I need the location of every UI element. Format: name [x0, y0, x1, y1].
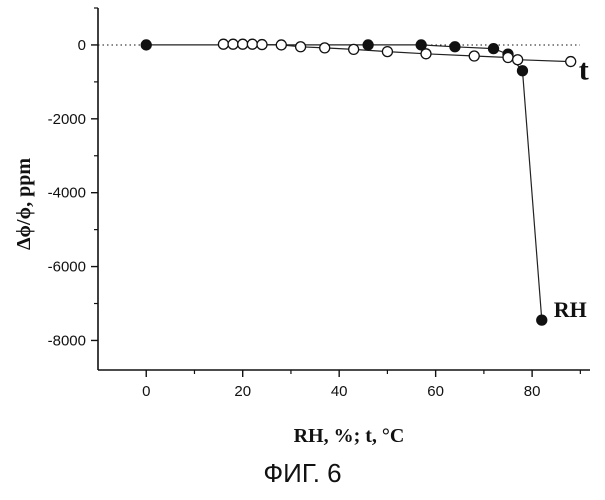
data-point-t	[320, 43, 330, 53]
chart: 0 20 40 60 80 0 -2000 -4000 -6000 -8000 RH, %; t,…	[0, 0, 605, 455]
data-point-t	[257, 40, 267, 50]
data-point-t	[238, 39, 248, 49]
series-label-t: t	[579, 54, 589, 87]
x-tick-label: 60	[427, 383, 444, 400]
x-tick-label: 40	[331, 383, 348, 400]
data-point-t	[513, 55, 523, 65]
data-point-t	[228, 39, 238, 49]
data-point-t	[349, 44, 359, 54]
data-point-t	[503, 52, 513, 62]
y-tick-label: 0	[78, 37, 86, 54]
data-point-t	[566, 57, 576, 67]
data-point-t	[247, 39, 257, 49]
y-tick-label: -8000	[48, 332, 86, 349]
x-tick-label: 0	[142, 383, 150, 400]
data-point-rh	[450, 42, 460, 52]
data-point-rh	[517, 66, 527, 76]
data-point-rh	[489, 44, 499, 54]
data-point-t	[469, 51, 479, 61]
data-point-rh	[363, 40, 373, 50]
x-axis-label: RH, %; t, °C	[294, 425, 405, 447]
data-point-t	[421, 49, 431, 59]
data-point-t	[276, 40, 286, 50]
y-axis-label: Δϕ/ϕ, ppm	[13, 158, 35, 250]
series-label-rh: RH	[554, 297, 587, 322]
data-point-t	[296, 42, 306, 52]
data-point-t	[382, 47, 392, 57]
figure-caption: ФИГ. 6	[0, 458, 605, 489]
series-line-rh	[146, 45, 542, 320]
y-tick-label: -2000	[48, 111, 86, 128]
x-tick-label: 80	[524, 383, 541, 400]
data-point-t	[218, 39, 228, 49]
y-tick-label: -6000	[48, 259, 86, 276]
data-point-rh	[141, 40, 151, 50]
x-tick-label: 20	[234, 383, 251, 400]
data-point-rh	[537, 315, 547, 325]
y-tick-label: -4000	[48, 185, 86, 202]
